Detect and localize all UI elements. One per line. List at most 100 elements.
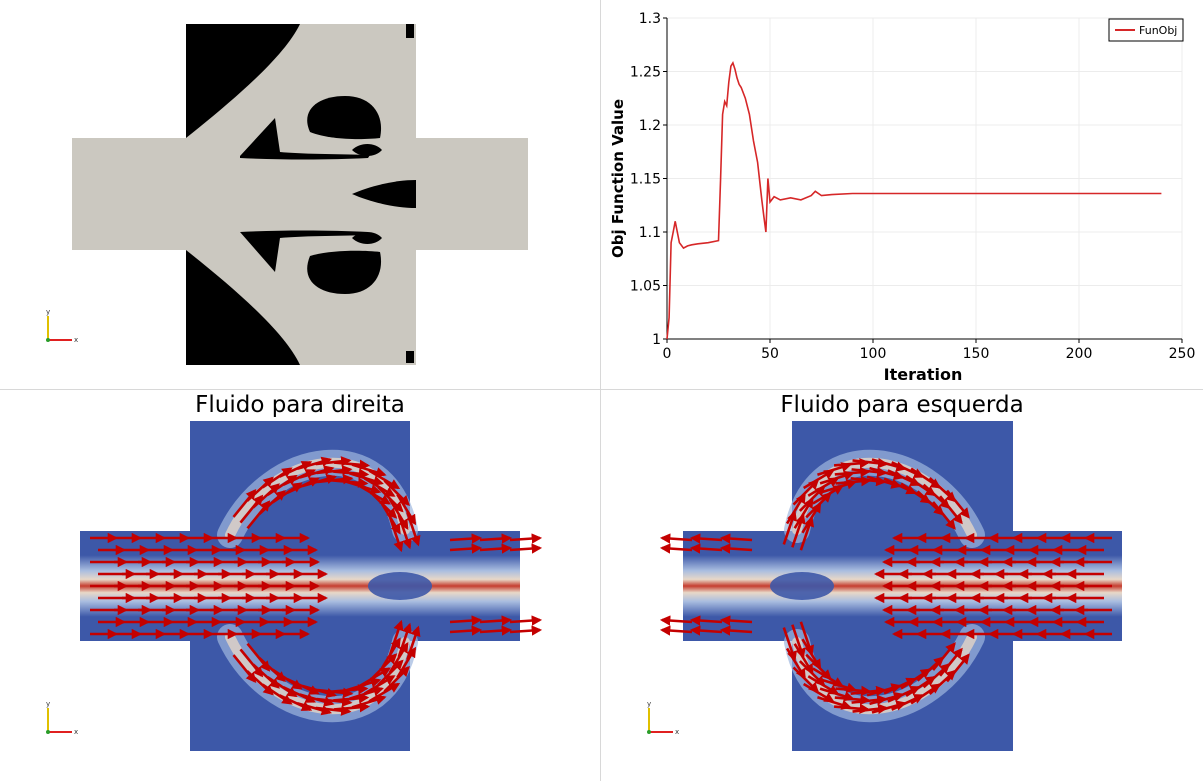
velocity-arrow xyxy=(406,511,421,547)
velocity-arrow xyxy=(479,615,513,626)
velocity-arrow xyxy=(791,624,806,659)
solid-upper-wing xyxy=(240,118,370,160)
velocity-arrow xyxy=(799,621,815,656)
velocity-arrow xyxy=(659,615,693,626)
solid-upper-blob xyxy=(307,96,382,140)
solid-region-left-bottom xyxy=(186,250,300,365)
x-tick-label: 200 xyxy=(1066,346,1093,362)
velocity-arrow xyxy=(278,694,313,711)
velocity-arrow xyxy=(232,488,257,518)
y-tick-label: 1 xyxy=(652,332,661,348)
solid-lower-blob xyxy=(307,250,382,294)
velocity-arrow xyxy=(282,686,316,703)
velocity-arrow xyxy=(296,701,332,716)
velocity-arrow xyxy=(449,533,483,544)
x-tick-label: 0 xyxy=(663,346,672,362)
velocity-arrow xyxy=(258,656,286,683)
velocity-arrow xyxy=(271,668,303,690)
velocity-arrow xyxy=(261,467,293,489)
panel-title: Fluido para esquerda xyxy=(780,392,1024,418)
velocity-arrow xyxy=(299,465,335,479)
x-tick-label: 50 xyxy=(761,346,779,362)
velocity-field-right: yx xyxy=(46,421,543,751)
velocity-arrow xyxy=(252,663,280,689)
panel-title: Fluido para direita xyxy=(195,392,405,418)
velocity-arrow xyxy=(389,619,404,655)
velocity-arrow xyxy=(266,474,298,496)
objective-chart[interactable]: 0 50 100 150 200 250 1 1.05 1.1 1.15 1.2 1.25 1.3 It… xyxy=(601,0,1203,389)
velocity-arrow xyxy=(689,615,723,626)
solid-center-wedge xyxy=(352,180,416,208)
velocity-field-left: yx xyxy=(647,421,1122,751)
velocity-arrow xyxy=(397,514,412,550)
triad-y-label: y xyxy=(46,700,50,708)
velocity-arrow xyxy=(799,516,815,551)
series-lines xyxy=(666,60,1162,340)
velocity-arrow xyxy=(509,543,543,554)
velocity-arrow xyxy=(383,479,410,507)
velocity-arrow xyxy=(261,683,293,705)
velocity-arrow xyxy=(368,682,401,703)
velocity-arrow xyxy=(271,482,303,504)
series-line-FunObj xyxy=(666,60,1162,340)
x-tick-label: 250 xyxy=(1169,346,1196,362)
velocity-arrow xyxy=(266,676,298,698)
velocity-arrow xyxy=(396,646,417,679)
velocity-arrow xyxy=(333,459,371,470)
velocity-arrow xyxy=(315,456,352,467)
axes-triad: yx xyxy=(46,308,78,344)
velocity-arrow xyxy=(388,498,409,530)
y-tick-label: 1.15 xyxy=(630,172,661,188)
center-lens xyxy=(368,572,432,600)
velocity-arrow xyxy=(406,625,421,661)
velocity-arrow xyxy=(232,654,257,684)
triad-y-label: y xyxy=(647,700,651,708)
legend-box xyxy=(1108,18,1184,42)
velocity-arrow xyxy=(246,670,274,696)
grid xyxy=(666,17,1183,340)
panel-divider-horizontal xyxy=(0,389,1203,390)
velocity-arrow xyxy=(479,533,513,544)
y-tick-label: 1.25 xyxy=(630,65,661,81)
velocity-arrow xyxy=(383,665,410,693)
velocity-arrow xyxy=(315,705,352,716)
velocity-arrow xyxy=(246,476,274,502)
velocity-arrow xyxy=(333,702,371,713)
triad-y-label: y xyxy=(46,308,50,316)
velocity-arrow xyxy=(351,694,387,709)
velocity-arrow xyxy=(239,648,264,678)
velocity-arrow xyxy=(282,469,316,486)
velocity-arrow xyxy=(246,642,271,672)
chart-plot: 0 50 100 150 200 250 1 1.05 1.1 1.15 1.2 1.25 1.3 It… xyxy=(609,11,1196,384)
velocity-arrow xyxy=(509,533,543,544)
velocity-arrow xyxy=(246,500,271,530)
velocity-arrow xyxy=(689,533,723,544)
velocity-arrow xyxy=(689,625,723,636)
velocity-arrow xyxy=(389,517,404,553)
velocity-arrow xyxy=(782,510,797,545)
velocity-arrow xyxy=(396,493,417,526)
velocity-arrow xyxy=(479,543,513,554)
solid-lower-notch xyxy=(352,232,382,244)
panel-divider-vertical xyxy=(600,0,601,781)
center-lens xyxy=(770,572,834,600)
velocity-arrow xyxy=(719,543,753,554)
velocity-arrows xyxy=(90,456,543,716)
velocity-arrow xyxy=(239,494,264,524)
triad-x-label: x xyxy=(675,728,679,736)
velocity-arrow xyxy=(351,463,387,478)
y-tick-label: 1.1 xyxy=(639,225,661,241)
velocity-arrow xyxy=(449,625,483,636)
velocity-arrow xyxy=(252,483,280,509)
solid-lower-wing xyxy=(240,230,370,272)
solid-corner-tr xyxy=(406,24,414,38)
axes-triad: yx xyxy=(46,308,78,344)
legend[interactable]: FunObj xyxy=(1108,18,1184,42)
triad-x-label: x xyxy=(74,336,78,344)
velocity-arrows xyxy=(659,457,1112,715)
velocity-arrow xyxy=(258,489,286,516)
velocity-arrow xyxy=(689,543,723,554)
